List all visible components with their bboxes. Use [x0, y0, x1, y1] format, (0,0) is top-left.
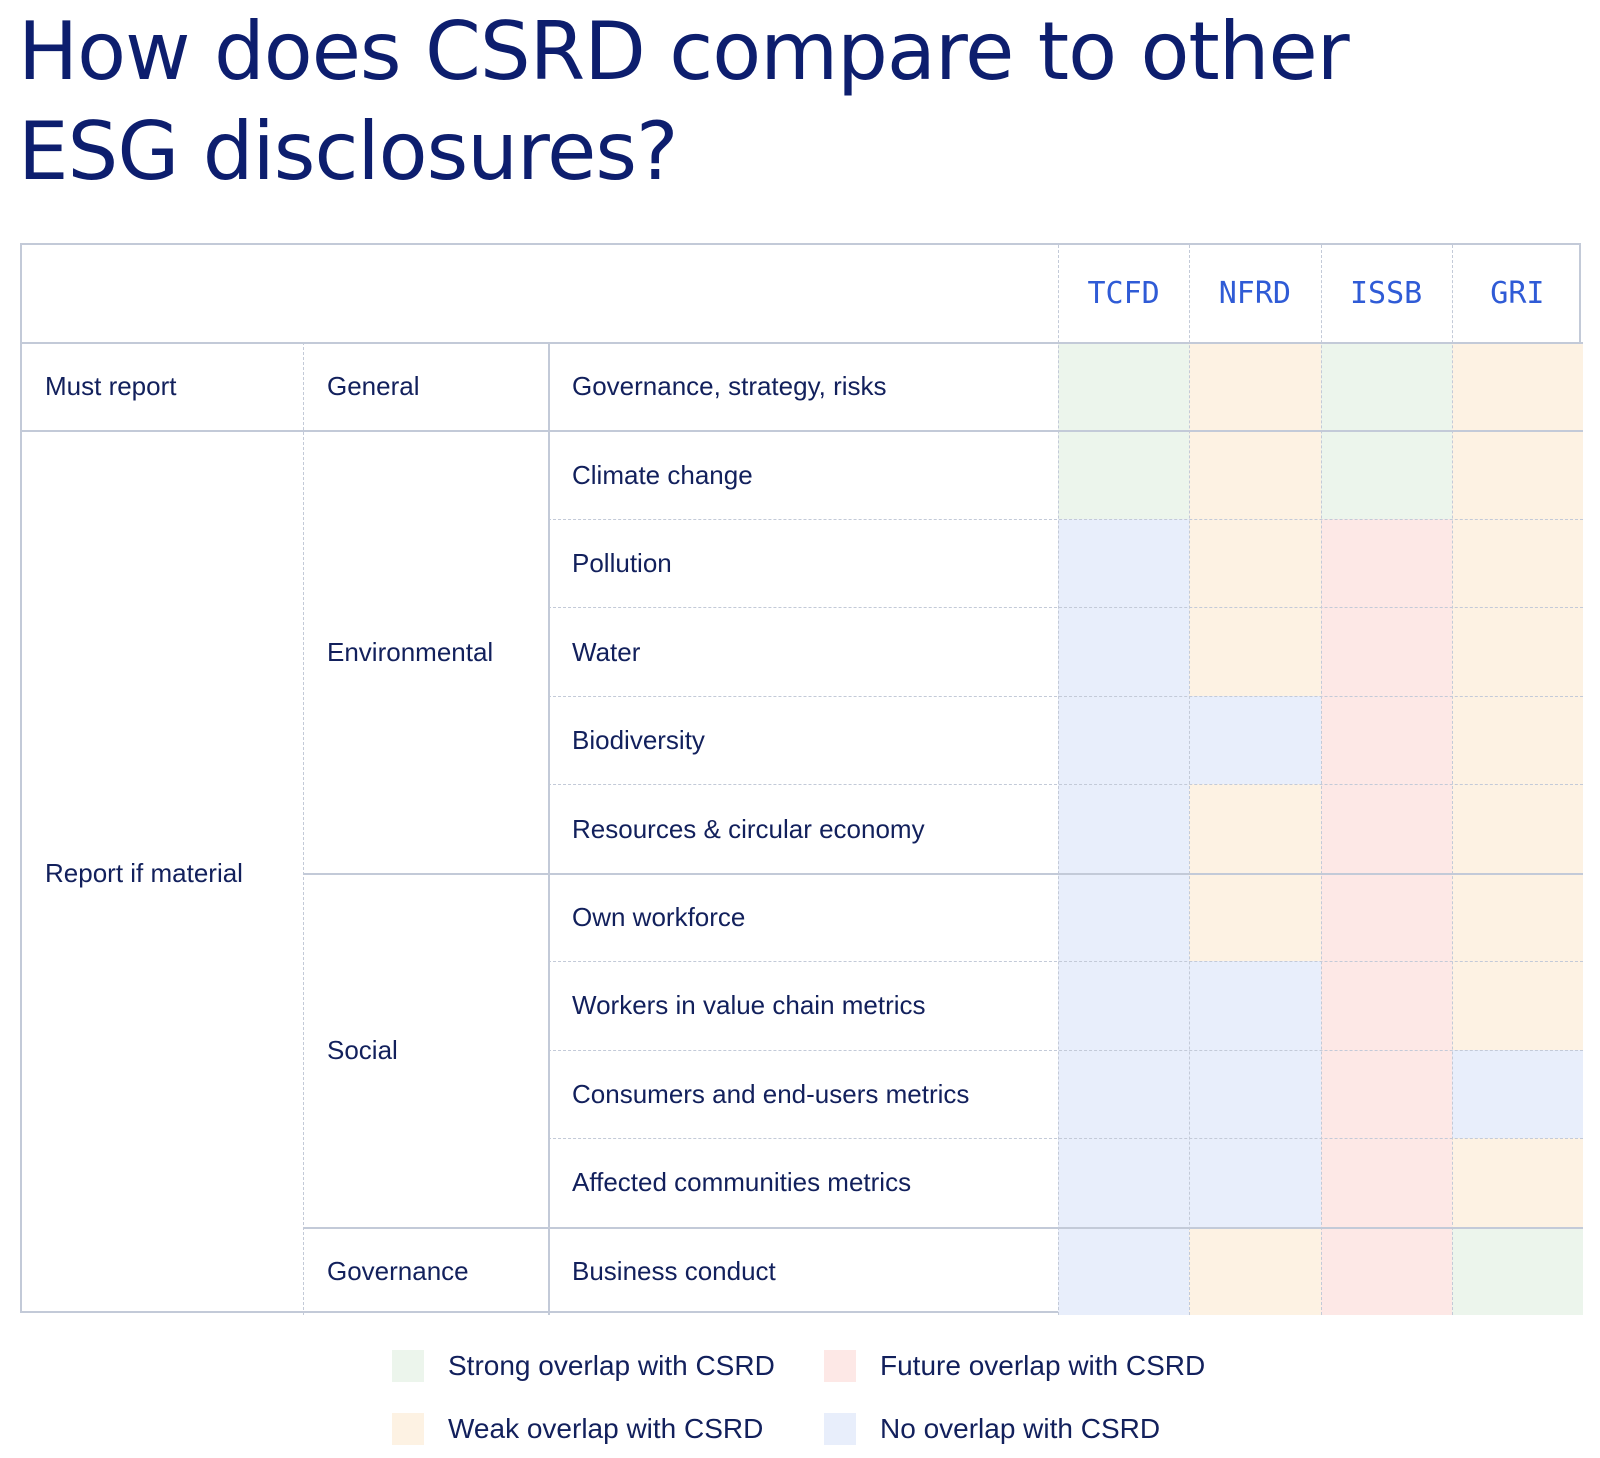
overlap-cell-none: [1189, 1049, 1321, 1139]
overlap-cell-none: [1058, 784, 1190, 873]
page-title: How does CSRD compare to other ESG discl…: [18, 2, 1578, 202]
topic-label: Business conduct: [572, 1255, 776, 1286]
divider: [1058, 872, 1583, 875]
overlap-cell-weak: [1451, 961, 1583, 1050]
overlap-cell-weak: [1189, 518, 1321, 608]
divider: [548, 1049, 1583, 1051]
title-line-1: How does CSRD compare to other: [18, 5, 1350, 98]
divider: [303, 872, 1058, 875]
overlap-cell-none: [1451, 1049, 1583, 1139]
overlap-cell-none: [1058, 961, 1190, 1050]
legend-label-strong: Strong overlap with CSRD: [448, 1350, 775, 1381]
divider: [548, 695, 1583, 697]
overlap-cell-weak: [1189, 872, 1321, 962]
overlap-cell-weak: [1189, 784, 1321, 873]
divider: [1320, 245, 1322, 1315]
overlap-cell-none: [1058, 607, 1190, 696]
overlap-cell-future: [1320, 518, 1452, 608]
overlap-cell-weak: [1189, 1226, 1321, 1315]
column-header-issb: ISSB: [1350, 275, 1423, 311]
overlap-cell-weak: [1189, 430, 1321, 519]
overlap-cell-none: [1189, 1138, 1321, 1227]
legend-label-weak: Weak overlap with CSRD: [448, 1413, 764, 1444]
overlap-cell-future: [1320, 1226, 1452, 1315]
topic-label: Climate change: [572, 459, 753, 490]
divider: [1058, 1226, 1583, 1229]
overlap-cell-weak: [1451, 1138, 1583, 1227]
legend-swatch-future: [824, 1350, 856, 1382]
divider: [22, 342, 1583, 344]
column-header-gri: GRI: [1490, 275, 1545, 311]
column-header-tcfd: TCFD: [1087, 275, 1160, 311]
overlap-cell-weak: [1451, 342, 1583, 431]
overlap-cell-none: [1058, 1049, 1190, 1139]
divider: [22, 430, 1058, 433]
legend-label-none: No overlap with CSRD: [880, 1413, 1161, 1444]
comparison-table: TCFD NFRD ISSB GRI Must report Report if mate…: [20, 243, 1583, 1315]
topic-label: Water: [572, 636, 641, 667]
legend-swatch-strong: [392, 1350, 424, 1382]
overlap-cell-none: [1058, 1138, 1190, 1227]
legend-swatch-weak: [392, 1413, 424, 1445]
overlap-cell-weak: [1451, 430, 1583, 519]
overlap-cell-weak: [1189, 607, 1321, 696]
divider: [548, 342, 550, 1315]
topic-label: Governance, strategy, risks: [572, 371, 887, 402]
overlap-cell-weak: [1451, 784, 1583, 873]
divider: [548, 607, 1583, 609]
legend-swatch-none: [824, 1413, 856, 1445]
requirement-label: Report if material: [45, 857, 243, 888]
overlap-cell-future: [1320, 1049, 1452, 1139]
overlap-cell-weak: [1189, 342, 1321, 431]
overlap-cell-strong: [1320, 342, 1452, 431]
divider: [548, 1138, 1583, 1140]
overlap-cell-future: [1320, 961, 1452, 1050]
divider: [548, 961, 1583, 963]
overlap-cell-weak: [1451, 607, 1583, 696]
category-label: Governance: [327, 1255, 469, 1286]
overlap-cell-weak: [1451, 695, 1583, 785]
topic-label: Consumers and end-users metrics: [572, 1078, 970, 1109]
legend-label-future: Future overlap with CSRD: [880, 1350, 1206, 1381]
topic-label: Workers in value chain metrics: [572, 990, 926, 1021]
overlap-cell-strong: [1058, 430, 1190, 519]
overlap-cell-future: [1320, 1138, 1452, 1227]
overlap-cell-none: [1189, 695, 1321, 785]
overlap-cell-none: [1058, 872, 1190, 962]
topic-label: Affected communities metrics: [572, 1167, 912, 1198]
divider: [1058, 245, 1059, 1315]
overlap-cell-future: [1320, 695, 1452, 785]
overlap-cell-none: [1058, 1226, 1190, 1315]
title-line-2: ESG disclosures?: [18, 105, 678, 198]
overlap-cell-strong: [1320, 430, 1452, 519]
category-label: Environmental: [327, 636, 494, 667]
divider: [548, 784, 1583, 786]
category-label: General: [327, 371, 420, 402]
overlap-cell-none: [1189, 961, 1321, 1050]
category-label: Social: [327, 1034, 398, 1065]
overlap-cell-strong: [1451, 1226, 1583, 1315]
overlap-cell-weak: [1451, 872, 1583, 962]
overlap-cell-future: [1320, 784, 1452, 873]
topic-label: Pollution: [572, 548, 672, 579]
divider: [1189, 245, 1191, 1315]
overlap-cell-none: [1058, 695, 1190, 785]
requirement-label: Must report: [45, 371, 177, 402]
topic-label: Resources & circular economy: [572, 813, 925, 844]
divider: [303, 342, 304, 1315]
divider: [1058, 430, 1583, 433]
divider: [548, 518, 1583, 520]
column-header-nfrd: NFRD: [1218, 275, 1291, 311]
overlap-cell-future: [1320, 607, 1452, 696]
overlap-cell-weak: [1451, 518, 1583, 608]
overlap-cell-future: [1320, 872, 1452, 962]
topic-label: Biodiversity: [572, 725, 705, 756]
overlap-cell-none: [1058, 518, 1190, 608]
overlap-cell-strong: [1058, 342, 1190, 431]
divider: [1451, 245, 1453, 1315]
divider: [303, 1226, 1058, 1229]
topic-label: Own workforce: [572, 901, 746, 932]
